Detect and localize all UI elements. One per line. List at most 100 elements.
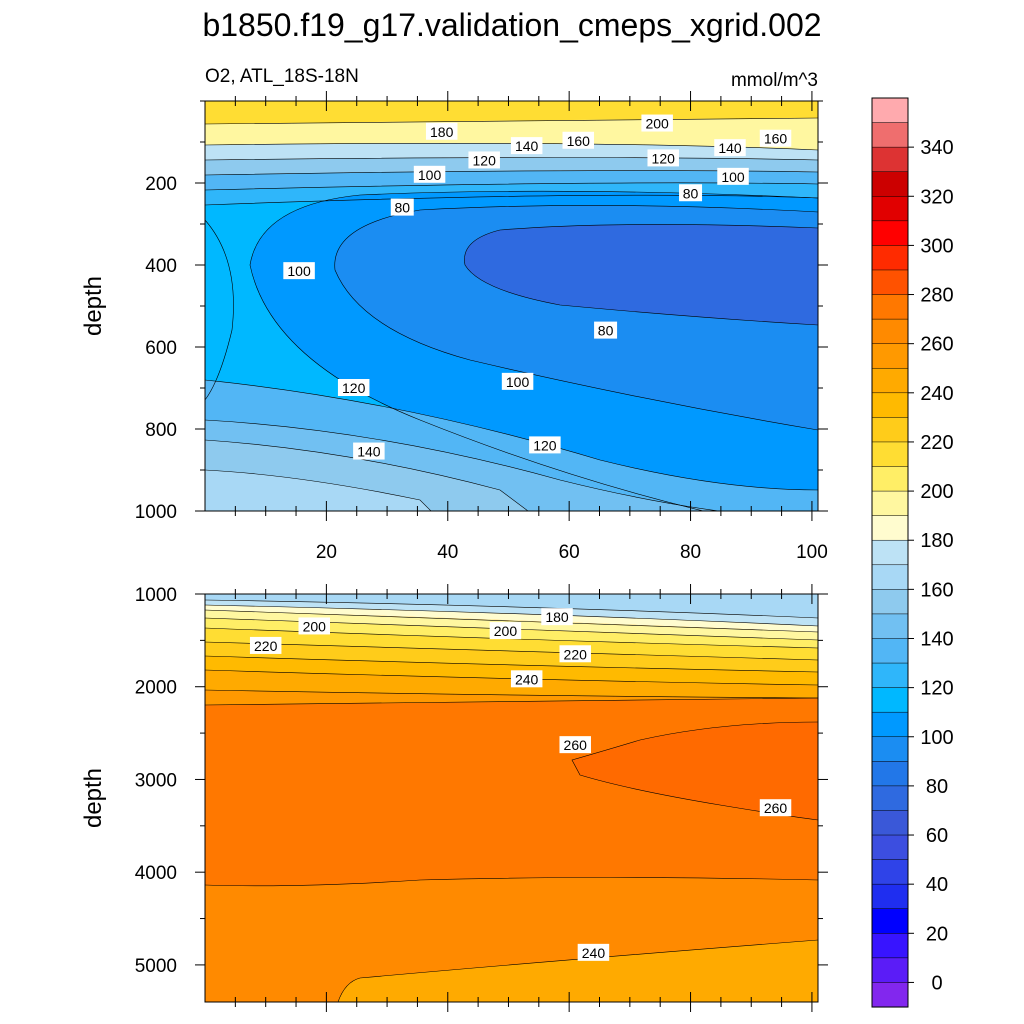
contour-label-text: 240 (515, 671, 539, 687)
colorbar-swatch (871, 294, 909, 320)
top-axis-ticks: 20 40 60 80 100 200 400 600 800 1000 (135, 91, 828, 563)
colorbar-swatch (871, 97, 909, 124)
colorbar-label: 280 (920, 285, 953, 307)
colorbar-swatch (871, 196, 909, 222)
colorbar-swatch (871, 957, 909, 983)
contour-label: 180 (541, 608, 573, 626)
contour-label: 80 (679, 184, 703, 202)
contour-label: 100 (717, 167, 749, 185)
contour-label: 120 (468, 151, 500, 169)
top-contour-lines (205, 117, 818, 511)
contour-label-text: 120 (342, 380, 366, 396)
fill-top-amber (205, 642, 818, 672)
contour-line (205, 419, 721, 511)
fill-deep-240 (338, 940, 818, 1002)
fill-70-core (464, 224, 818, 325)
colorbar-swatch (871, 687, 909, 713)
chart-title: b1850.f19_g17.validation_cmeps_xgrid.002 (202, 7, 821, 43)
contour-label-box (559, 736, 591, 754)
fill-deep-150 (205, 470, 431, 511)
contour-label: 140 (353, 442, 385, 460)
colorbar-swatch (871, 564, 909, 590)
contour-label-text: 100 (287, 263, 311, 279)
colorbar-label: 260 (920, 334, 953, 356)
colorbar-label: 80 (926, 776, 948, 798)
contour-label-box (353, 442, 385, 460)
colorbar-label: 160 (920, 579, 953, 601)
colorbar-swatch (871, 417, 909, 443)
contour-label: 220 (559, 645, 591, 663)
x-tick-label: 60 (559, 542, 580, 563)
fill-top-cream (205, 605, 818, 632)
contour-label-box (577, 943, 610, 961)
contour-label-box (759, 799, 792, 817)
contour-line (205, 689, 818, 699)
y-tick-label: 1000 (135, 502, 177, 523)
contour-label-box (337, 379, 370, 396)
contour-line (205, 697, 818, 706)
contour-label-text: 80 (394, 200, 410, 216)
colorbar-swatch (871, 982, 909, 1008)
contour-line (205, 194, 818, 206)
colorbar-label: 60 (926, 825, 948, 847)
colorbar: 3403203002802602402202001801601401201008… (871, 97, 954, 1008)
colorbar-swatch (871, 269, 909, 296)
contour-line (205, 157, 818, 161)
colorbar-swatch (871, 859, 909, 885)
contour-label-text: 140 (718, 140, 742, 156)
contour-label-text: 120 (533, 437, 557, 453)
colorbar-swatch (871, 613, 909, 640)
contour-label-text: 260 (764, 800, 788, 816)
contour-label-box (390, 198, 414, 216)
y-tick-label: 800 (145, 420, 177, 441)
contour-label: 200 (298, 617, 330, 635)
contour-label: 120 (337, 379, 370, 396)
contour-label-box (489, 622, 522, 640)
contour-label: 80 (594, 321, 618, 339)
contour-label-box (594, 321, 618, 339)
bottom-plot-frame (204, 593, 819, 1003)
colorbar-swatch (871, 589, 909, 615)
colorbar-swatch (871, 318, 909, 345)
contour-label-text: 240 (582, 945, 606, 961)
contour-label-text: 160 (567, 133, 591, 149)
colorbar-label: 200 (920, 481, 953, 503)
contour-line (205, 599, 818, 619)
contour-label: 100 (501, 372, 534, 390)
colorbar-label: 120 (920, 678, 953, 700)
colorbar-swatch (871, 245, 909, 271)
contour-label-box (510, 137, 543, 155)
colorbar-swatch (871, 539, 909, 566)
x-tick-label: 100 (796, 542, 828, 563)
contour-label-text: 100 (721, 169, 745, 185)
contour-label: 80 (390, 198, 414, 216)
contour-label: 140 (510, 137, 543, 155)
colorbar-swatch (871, 515, 909, 541)
contour-line (205, 655, 818, 673)
colorbar-swatch (871, 908, 909, 934)
colorbar-label: 220 (920, 432, 953, 454)
x-tick-label: 80 (680, 542, 701, 563)
colorbar-swatch (871, 736, 909, 762)
colorbar-swatch (871, 146, 909, 173)
top-contour-labels: 180 160 200 160 140 140 120 120 100 100 80 80 100 80 1… (283, 114, 792, 460)
colorbar-label: 320 (920, 186, 953, 208)
contour-label: 260 (759, 799, 792, 817)
contour-label: 140 (714, 139, 746, 157)
contour-label-box (529, 436, 561, 454)
contour-label: 240 (577, 943, 610, 961)
colorbar-swatch (871, 662, 909, 689)
contour-label: 240 (510, 670, 543, 688)
contour-line (205, 170, 818, 176)
colorbar-label: 240 (920, 383, 953, 405)
contour-label-box (501, 372, 534, 390)
contour-label: 100 (413, 165, 446, 183)
contour-label-box (541, 608, 573, 626)
y-tick-label: 5000 (135, 956, 177, 977)
bottom-panel-fill (205, 594, 818, 1002)
top-panel-fill (205, 101, 818, 511)
colorbar-swatch (871, 883, 909, 910)
contour-label-text: 80 (598, 323, 614, 339)
contour-label: 180 (425, 122, 458, 140)
